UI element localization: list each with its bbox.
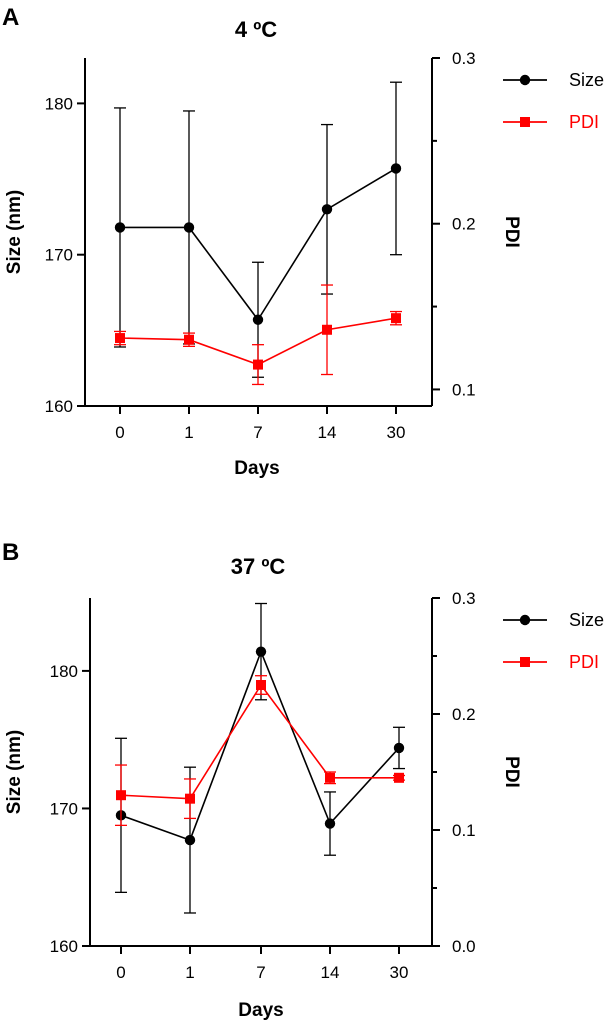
legend-label-a-pdi: PDI xyxy=(569,112,599,132)
y-tick-label-b-180: 180 xyxy=(50,662,78,681)
data-point-b-pdi-2 xyxy=(256,680,266,690)
y2-tick-label-a-1: 0.2 xyxy=(452,215,476,234)
chart-title-a: 4 ºC xyxy=(235,17,277,42)
data-point-a-size-0 xyxy=(114,222,126,233)
series-line-b-pdi xyxy=(120,683,399,800)
x-ticks-a: 0 1 7 14 30 xyxy=(115,406,405,442)
x-axis-label-a: Days xyxy=(234,458,279,479)
y2-tick-label-a-0: 0.1 xyxy=(452,380,476,399)
y-axis-label-b: Size (nm) xyxy=(4,730,25,814)
x-tick-label-b-0: 0 xyxy=(116,963,125,982)
data-point-a-size-4 xyxy=(390,163,402,174)
data-point-a-pdi-2 xyxy=(253,359,263,370)
y2-tick-label-a-2: 0.3 xyxy=(452,49,476,68)
panel-letter-a: A xyxy=(2,4,19,31)
data-point-b-size-4 xyxy=(393,742,405,754)
panel-b: B 37 ºC 160 170 180 0.0 0.1 0.2 0.3 0 1 7 14 30 D… xyxy=(2,539,604,1021)
chart-title-b: 37 ºC xyxy=(231,554,286,579)
y2-tick-label-b-3: 0.3 xyxy=(452,589,476,608)
legend-a: Size PDI xyxy=(503,70,604,132)
x-tick-label-a-14: 14 xyxy=(318,423,337,442)
y2-axis-label-b: PDI xyxy=(501,756,522,788)
right-ticks-a: 0.1 0.2 0.3 xyxy=(432,49,476,399)
data-point-b-pdi-4 xyxy=(394,772,404,783)
data-point-b-size-1 xyxy=(184,834,196,846)
x-tick-label-b-7: 7 xyxy=(256,963,265,982)
x-tick-label-b-14: 14 xyxy=(321,963,340,982)
left-ticks-a: 160 170 180 xyxy=(45,94,85,416)
data-point-b-size-3 xyxy=(324,818,336,829)
data-point-a-size-1 xyxy=(183,222,195,233)
legend-marker-a-pdi xyxy=(520,117,530,127)
y-axis-label-a: Size (nm) xyxy=(4,190,25,274)
panel-letter-b: B xyxy=(2,539,19,566)
y2-tick-label-b-0: 0.0 xyxy=(452,937,476,956)
series-line-b-size xyxy=(120,649,400,842)
y2-axis-label-a: PDI xyxy=(501,216,522,248)
legend-b: Size PDI xyxy=(503,610,604,672)
x-ticks-b: 0 1 7 14 30 xyxy=(116,946,408,982)
series-layer-a xyxy=(114,81,402,386)
legend-marker-a-size xyxy=(519,74,531,86)
data-point-a-pdi-3 xyxy=(322,324,332,335)
right-ticks-b: 0.0 0.1 0.2 0.3 xyxy=(432,589,476,956)
legend-marker-b-pdi xyxy=(520,657,530,667)
x-tick-label-a-30: 30 xyxy=(387,423,406,442)
y-tick-label-a-180: 180 xyxy=(45,94,73,113)
data-point-b-size-2 xyxy=(255,646,267,657)
y-tick-label-b-170: 170 xyxy=(50,799,78,818)
y2-tick-label-b-2: 0.2 xyxy=(452,705,476,724)
x-tick-label-a-1: 1 xyxy=(184,423,193,442)
legend-marker-b-size xyxy=(519,614,531,626)
x-tick-label-b-1: 1 xyxy=(185,963,194,982)
x-axis-label-b: Days xyxy=(238,1000,283,1021)
legend-label-b-size: Size xyxy=(569,610,604,630)
x-tick-label-a-7: 7 xyxy=(253,423,262,442)
data-point-a-pdi-4 xyxy=(391,313,401,324)
y2-tick-label-b-1: 0.1 xyxy=(452,821,476,840)
y-tick-label-a-160: 160 xyxy=(45,397,73,416)
series-layer-b xyxy=(115,602,405,914)
data-point-b-pdi-0 xyxy=(116,790,126,801)
data-point-a-size-3 xyxy=(321,204,333,215)
x-tick-label-a-0: 0 xyxy=(115,423,124,442)
legend-label-a-size: Size xyxy=(569,70,604,90)
y-tick-label-a-170: 170 xyxy=(45,246,73,265)
data-point-a-size-2 xyxy=(252,314,264,325)
x-tick-label-b-30: 30 xyxy=(390,963,409,982)
data-point-b-pdi-3 xyxy=(325,772,335,783)
y-tick-label-b-160: 160 xyxy=(50,937,78,956)
data-point-a-pdi-1 xyxy=(184,334,194,345)
data-point-a-pdi-0 xyxy=(115,333,125,344)
data-point-b-pdi-1 xyxy=(185,793,195,804)
left-ticks-b: 160 170 180 xyxy=(50,662,90,956)
legend-label-b-pdi: PDI xyxy=(569,652,599,672)
